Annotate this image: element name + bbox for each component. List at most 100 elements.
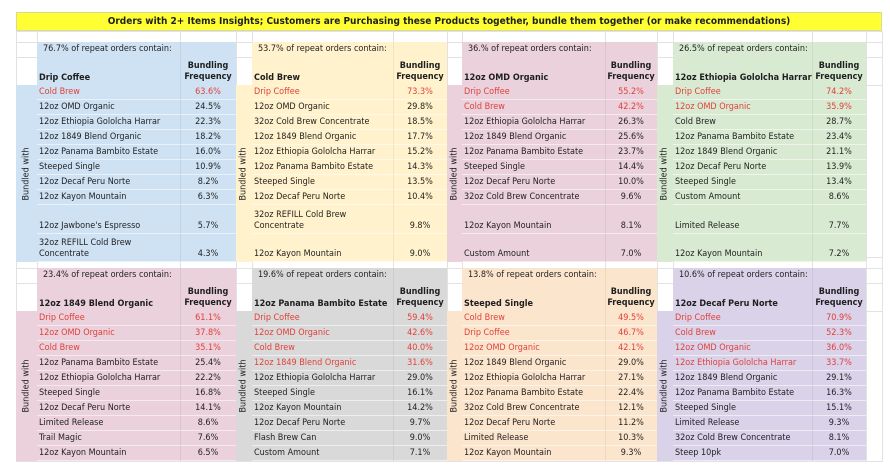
bundled-product-name: 12oz 1849 Blend Organic <box>464 132 567 142</box>
bundling-frequency-value: 35.9% <box>826 102 852 112</box>
bundling-frequency-value: 22.2% <box>195 373 221 383</box>
grid-line <box>16 283 882 284</box>
bundling-frequency-value: 63.6% <box>195 87 221 97</box>
bundle-item-row: 12oz Ethiopia Gololcha Harrar 26.3% <box>462 115 657 130</box>
bundling-frequency-value: 14.2% <box>407 403 433 413</box>
bundling-frequency-value: 10.4% <box>407 192 433 202</box>
bundle-item-row: 12oz Panama Bambito Estate 16.0% <box>37 145 236 160</box>
bundling-frequency-value: 14.4% <box>618 162 644 172</box>
bundling-frequency-value: 13.9% <box>826 162 852 172</box>
bundled-product-name: 12oz Panama Bambito Estate <box>675 132 795 142</box>
repeat-order-share: 13.8% of repeat orders contain: <box>462 268 657 283</box>
bundling-frequency-value: 59.4% <box>407 313 433 323</box>
bundling-frequency-value: 12.1% <box>618 403 644 413</box>
bundle-item-row: 12oz Panama Bambito Estate 23.4% <box>673 130 866 145</box>
repeat-order-share: 76.7% of repeat orders contain: <box>37 42 236 57</box>
bundle-item-row: 12oz Decaf Peru Norte 13.9% <box>673 160 866 175</box>
bundle-item-row: Cold Brew 40.0% <box>252 341 447 356</box>
bundled-product-name: 12oz Ethiopia Gololcha Harrar <box>39 373 161 383</box>
cell-divider <box>393 42 394 262</box>
bundled-with-label: Bundled with <box>16 85 37 262</box>
bundling-frequency-value: 42.2% <box>618 102 644 112</box>
bundled-product-name: Cold Brew <box>464 102 505 112</box>
bundled-product-name: 12oz Panama Bambito Estate <box>464 147 584 157</box>
bundle-item-row: 32oz Cold Brew Concentrate 12.1% <box>462 401 657 416</box>
bundle-item-row: 12oz Kayon Mountain 7.2% <box>673 234 866 262</box>
bundle-item-row: 12oz Ethiopia Gololcha Harrar 15.2% <box>252 145 447 160</box>
bundling-frequency-value: 18.2% <box>195 132 221 142</box>
bundle-item-row: 12oz OMD Organic 24.5% <box>37 100 236 115</box>
bundle-item-row: Cold Brew 42.2% <box>462 100 657 115</box>
bundle-item-row: 12oz 1849 Blend Organic 21.1% <box>673 145 866 160</box>
bundled-with-text: Bundled with <box>239 359 249 413</box>
bundling-frequency-value: 28.7% <box>826 117 852 127</box>
product-header: Cold Brew <box>252 57 393 85</box>
bundle-item-row: 12oz 1849 Blend Organic 17.7% <box>252 130 447 145</box>
bundling-frequency-value: 10.3% <box>618 433 644 443</box>
bundled-product-name: Steep 10pk <box>675 448 722 458</box>
bundled-with-text: Bundled with <box>660 146 670 201</box>
bundled-product-name: 12oz Panama Bambito Estate <box>39 358 159 368</box>
bundle-item-row: 12oz Kayon Mountain 14.2% <box>252 401 447 416</box>
bundling-frequency-value: 55.2% <box>618 87 644 97</box>
bundled-with-label: Bundled with <box>657 85 673 262</box>
bundle-item-row: 12oz Decaf Peru Norte 8.2% <box>37 175 236 190</box>
product-header: 12oz 1849 Blend Organic <box>37 283 180 311</box>
bundled-product-name: 32oz Cold Brew Concentrate <box>464 192 580 202</box>
grid-line <box>16 461 882 462</box>
bundled-with-label: Bundled with <box>447 311 462 461</box>
bundled-product-name: 12oz Ethiopia Gololcha Harrar <box>39 117 161 127</box>
bundle-item-row: 12oz Kayon Mountain 9.0% <box>252 234 447 262</box>
bundling-frequency-value: 9.3% <box>828 418 850 428</box>
bundled-product-name: 12oz Panama Bambito Estate <box>675 388 795 398</box>
bundled-product-name: Limited Release <box>675 418 740 428</box>
bundled-product-name: 12oz OMD Organic <box>39 328 115 338</box>
bundling-frequency-header: Bundling Frequency <box>393 283 447 311</box>
cell-divider <box>605 268 606 461</box>
bundling-frequency-value: 8.6% <box>197 418 219 428</box>
bundling-frequency-value: 29.8% <box>407 102 433 112</box>
product-header: 12oz OMD Organic <box>462 57 605 85</box>
bundling-frequency-header: Bundling Frequency <box>180 283 236 311</box>
bundle-item-row: Limited Release 10.3% <box>462 431 657 446</box>
bundle-item-row: Drip Coffee 70.9% <box>673 311 866 326</box>
bundling-frequency-value: 7.6% <box>197 433 219 443</box>
bundle-item-row: Steeped Single 16.1% <box>252 386 447 401</box>
bundle-item-row: Steeped Single 13.4% <box>673 175 866 190</box>
bundling-frequency-value: 16.0% <box>195 147 221 157</box>
bundling-frequency-value: 7.7% <box>828 221 850 231</box>
bundled-product-name: Trail Magic <box>39 433 82 443</box>
bundle-item-row: Limited Release 7.7% <box>673 205 866 234</box>
bundle-item-row: 12oz OMD Organic 36.0% <box>673 341 866 356</box>
bundled-product-name: 12oz OMD Organic <box>254 102 330 112</box>
bundled-product-name: Steeped Single <box>254 388 316 398</box>
bundle-item-row: Steeped Single 10.9% <box>37 160 236 175</box>
grid-line <box>16 31 882 32</box>
bundled-with-label: Bundled with <box>447 85 462 262</box>
bundle-item-row: 32oz REFILL Cold Brew Concentrate 4.3% <box>37 234 236 262</box>
bundling-frequency-value: 11.2% <box>618 418 644 428</box>
bundled-product-name: Drip Coffee <box>675 87 721 97</box>
bundled-product-name: 12oz OMD Organic <box>675 102 751 112</box>
bundled-product-name: Limited Release <box>464 433 529 443</box>
bundled-with-label: Bundled with <box>16 311 37 461</box>
bundling-frequency-value: 52.3% <box>826 328 852 338</box>
bundled-product-name: 12oz Panama Bambito Estate <box>464 388 584 398</box>
bundled-product-name: 12oz Ethiopia Gololcha Harrar <box>254 373 376 383</box>
bundled-product-name: 12oz OMD Organic <box>254 328 330 338</box>
bundled-product-name: Drip Coffee <box>464 328 510 338</box>
bundled-product-name: 12oz OMD Organic <box>464 343 540 353</box>
grid-line <box>16 268 882 269</box>
bundling-frequency-header: Bundling Frequency <box>812 283 866 311</box>
bundle-item-row: Cold Brew 52.3% <box>673 326 866 341</box>
bundle-item-row: 12oz Decaf Peru Norte 10.0% <box>462 175 657 190</box>
bundled-product-name: 12oz Decaf Peru Norte <box>39 403 131 413</box>
bundling-frequency-value: 40.0% <box>407 343 433 353</box>
bundled-with-text: Bundled with <box>239 146 249 201</box>
bundling-frequency-value: 8.1% <box>620 221 642 231</box>
bundled-product-name: Drip Coffee <box>254 87 300 97</box>
bundled-product-name: Limited Release <box>675 221 740 231</box>
sheet-title-banner: Orders with 2+ Items Insights; Customers… <box>16 12 882 31</box>
bundling-frequency-value: 10.0% <box>618 177 644 187</box>
bundling-frequency-value: 13.4% <box>826 177 852 187</box>
